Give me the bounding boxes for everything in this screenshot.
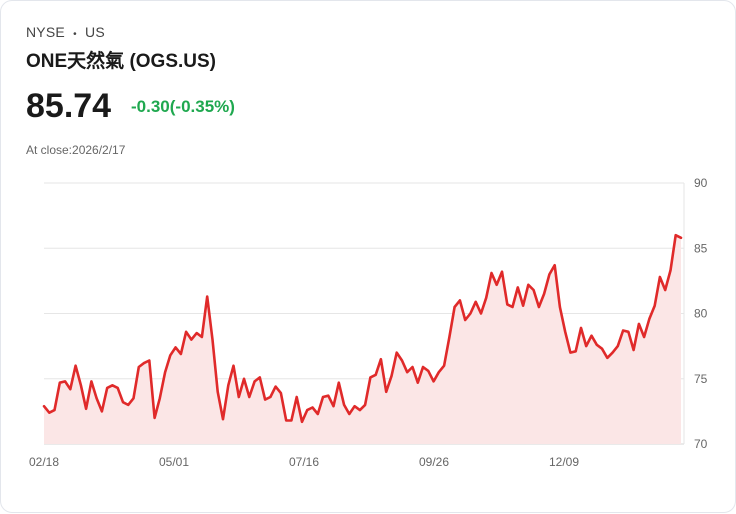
- price-change: -0.30(-0.35%): [131, 97, 235, 116]
- x-tick-label: 07/16: [289, 455, 319, 469]
- separator-dot: •: [73, 29, 77, 40]
- x-tick-label: 02/18: [29, 455, 59, 469]
- y-tick-label: 80: [694, 307, 708, 321]
- x-tick-label: 05/01: [159, 455, 189, 469]
- y-tick-label: 85: [694, 241, 708, 255]
- exchange-label: NYSE • US: [26, 24, 105, 40]
- x-tick-label: 09/26: [419, 455, 449, 469]
- close-date: At close:2026/2/17: [26, 143, 126, 157]
- y-tick-label: 75: [694, 372, 708, 386]
- y-tick-label: 70: [694, 437, 708, 451]
- x-tick-label: 12/09: [549, 455, 579, 469]
- area-fill: [44, 235, 681, 444]
- y-tick-label: 90: [694, 176, 708, 190]
- stock-name: ONE天然氣 (OGS.US): [26, 51, 217, 72]
- price-line: [42, 233, 683, 424]
- stock-price: 85.74: [26, 87, 112, 125]
- exchange: NYSE: [26, 24, 65, 40]
- market: US: [85, 24, 105, 40]
